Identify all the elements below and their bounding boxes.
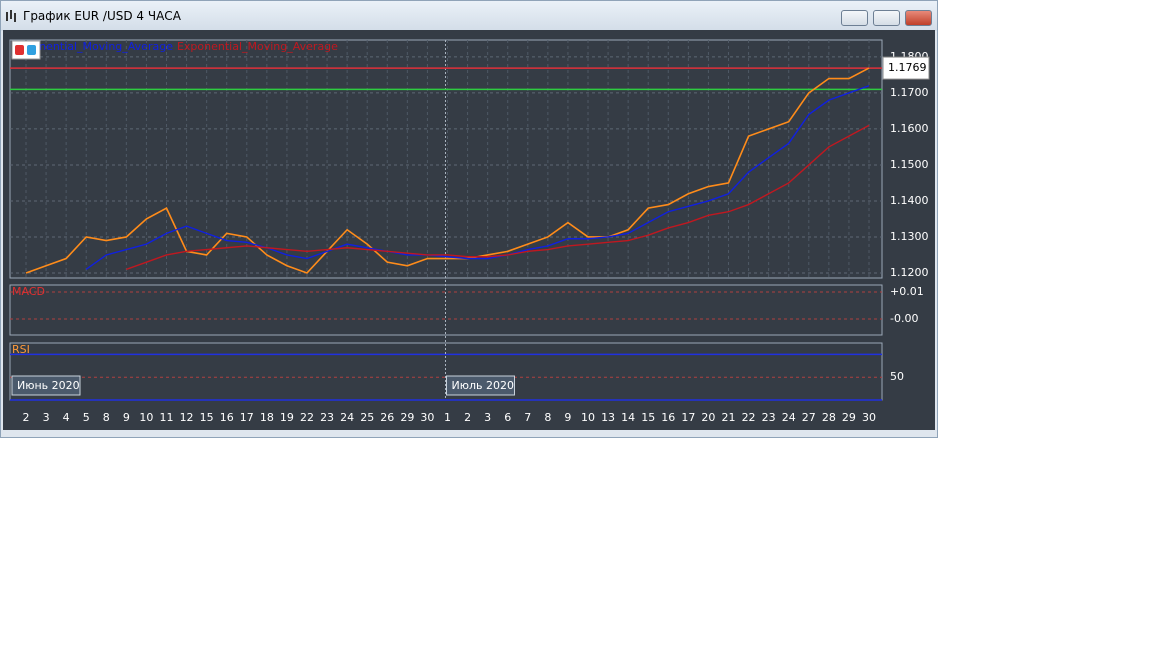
legend-icon: [15, 45, 24, 55]
x-tick-label: 20: [701, 411, 715, 424]
x-tick-label: 14: [621, 411, 635, 424]
x-tick-label: 21: [722, 411, 736, 424]
y-tick-label: 1.1500: [890, 158, 929, 171]
legend-entry: Exponential_Moving_Average: [177, 40, 338, 53]
x-tick-label: 22: [300, 411, 314, 424]
y-tick-label: 1.1600: [890, 122, 929, 135]
y-tick-label: 1.1400: [890, 194, 929, 207]
x-tick-label: 25: [360, 411, 374, 424]
x-tick-label: 24: [782, 411, 796, 424]
x-tick-label: 24: [340, 411, 354, 424]
x-tick-label: 19: [280, 411, 294, 424]
x-tick-label: 3: [43, 411, 50, 424]
period-label: Июль 2020: [452, 379, 515, 392]
x-tick-label: 12: [180, 411, 194, 424]
app-icon: [6, 10, 16, 22]
x-tick-label: 7: [524, 411, 531, 424]
close-button[interactable]: [905, 10, 932, 26]
x-tick-label: 29: [842, 411, 856, 424]
chart-background: [3, 30, 935, 430]
last-price-box: [882, 56, 930, 80]
y-tick-label: +0.01: [890, 285, 924, 298]
x-tick-label: 13: [601, 411, 615, 424]
x-tick-label: 30: [862, 411, 876, 424]
y-tick-label: 1.1700: [890, 86, 929, 99]
x-tick-label: 4: [63, 411, 70, 424]
x-tick-label: 5: [83, 411, 90, 424]
price-line: [25, 67, 870, 274]
x-tick-label: 30: [420, 411, 434, 424]
panel-title: RSI: [12, 343, 30, 356]
x-tick-label: 16: [220, 411, 234, 424]
x-tick-label: 27: [802, 411, 816, 424]
window-title: График EUR /USD 4 ЧАСА: [23, 9, 181, 23]
y-tick-label: 1.1200: [890, 266, 929, 279]
period-label-box: [11, 375, 81, 396]
minimize-button[interactable]: [841, 10, 868, 26]
x-tick-label: 17: [240, 411, 254, 424]
moving-average-line: [126, 124, 870, 271]
x-tick-label: 15: [641, 411, 655, 424]
x-tick-label: 28: [822, 411, 836, 424]
moving-average-line: [85, 85, 870, 270]
x-tick-label: 9: [123, 411, 130, 424]
x-tick-label: 2: [464, 411, 471, 424]
x-tick-label: 15: [200, 411, 214, 424]
x-tick-label: 9: [564, 411, 571, 424]
y-tick-label: 1.1300: [890, 230, 929, 243]
last-price-label: 1.1769: [888, 61, 927, 74]
period-label: Июнь 2020: [17, 379, 80, 392]
y-tick-label: 50: [890, 370, 904, 383]
legend-entry: Exponential_Moving_Average: [12, 40, 173, 53]
x-tick-label: 23: [762, 411, 776, 424]
chart-area: 1.12001.13001.14001.15001.16001.17001.18…: [3, 30, 935, 430]
x-tick-label: 8: [103, 411, 110, 424]
y-tick-label: -0.00: [890, 312, 918, 325]
legend-icon: [27, 45, 36, 55]
x-tick-label: 16: [661, 411, 675, 424]
x-tick-label: 1: [444, 411, 451, 424]
panel-title: MACD: [12, 285, 45, 298]
x-tick-label: 23: [320, 411, 334, 424]
x-tick-label: 10: [581, 411, 595, 424]
x-tick-label: 6: [504, 411, 511, 424]
title-bar: График EUR /USD 4 ЧАСА: [1, 1, 937, 31]
x-tick-label: 11: [160, 411, 174, 424]
maximize-button[interactable]: [873, 10, 900, 26]
x-tick-label: 29: [400, 411, 414, 424]
x-tick-label: 2: [23, 411, 30, 424]
x-tick-label: 8: [544, 411, 551, 424]
x-tick-label: 18: [260, 411, 274, 424]
x-tick-label: 22: [742, 411, 756, 424]
x-tick-label: 3: [484, 411, 491, 424]
x-tick-label: 26: [380, 411, 394, 424]
period-label-box: [446, 375, 515, 396]
x-tick-label: 17: [681, 411, 695, 424]
x-tick-label: 10: [139, 411, 153, 424]
